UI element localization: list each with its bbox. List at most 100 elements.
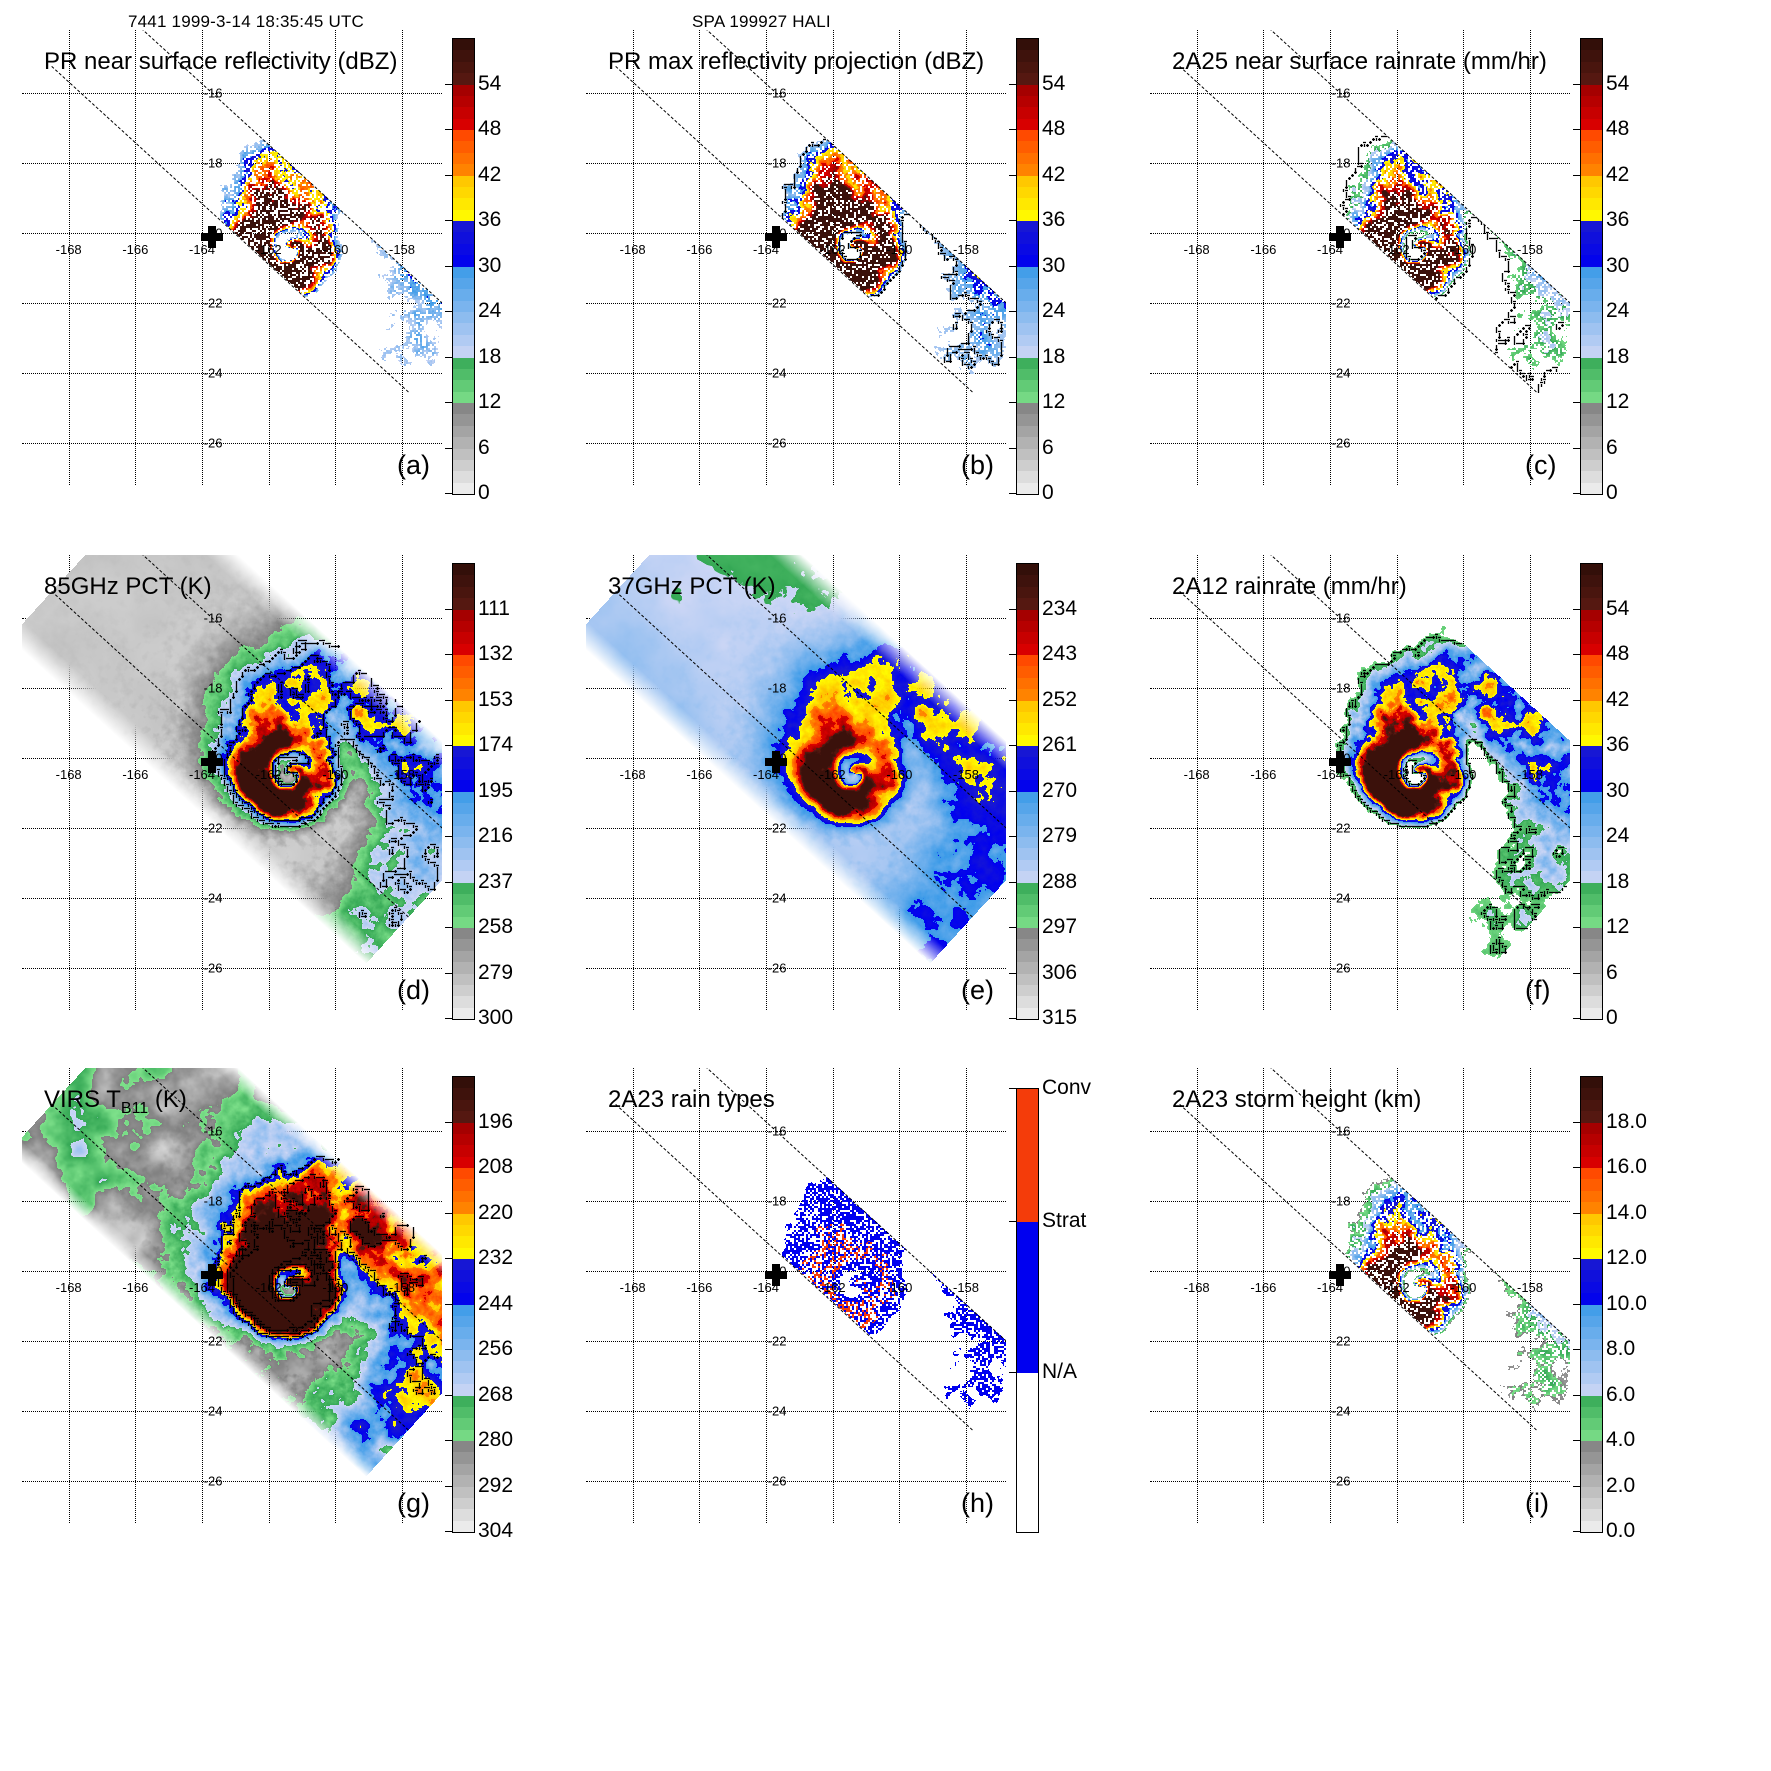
colorbar-segment [1581, 586, 1602, 599]
colorbar-label: 252 [1042, 687, 1078, 711]
tick-label-latitude: -16 [1331, 1123, 1351, 1139]
panel-tag: (f) [1525, 975, 1551, 1005]
tick-label-longitude: -162 [819, 766, 846, 782]
colorbar-segment [453, 620, 474, 633]
colorbar-label: 42 [1606, 162, 1630, 186]
plot-area: -168 -166 -164 -162 -160 -158 -16 -18 -20 -22 -24-… [22, 30, 442, 485]
colorbar-tick [1573, 265, 1580, 267]
colorbar-segment [453, 1350, 474, 1362]
tick-label-longitude: -160 [1450, 241, 1477, 257]
storm-center-marker [765, 225, 787, 248]
colorbar-segment [453, 403, 474, 415]
tick-label-longitude: -166 [122, 241, 149, 257]
colorbar-segment [1581, 1077, 1602, 1089]
colorbar-label: 174 [478, 733, 514, 756]
colorbar-segment [453, 1122, 474, 1134]
colorbar-segment [453, 243, 474, 256]
colorbar-tick [445, 972, 452, 974]
tick-label-latitude: -22 [203, 820, 223, 836]
colorbar-label: 111 [478, 596, 510, 620]
tick-label-longitude: -160 [322, 766, 349, 782]
colorbar-segment [453, 1406, 474, 1419]
plot-area: -168 -166 -164 -162 -160 -158 -16 -18 -20 -22 -24-… [586, 1068, 1006, 1523]
colorbar-label: 195 [478, 778, 514, 802]
colorbar-label: 12.0 [1606, 1246, 1647, 1269]
panel-tag: (e) [961, 975, 994, 1005]
colorbar-segment [1581, 368, 1602, 381]
colorbar-segment [1017, 802, 1038, 815]
colorbar-segment [1581, 1111, 1602, 1123]
colorbar-label: 48 [1042, 117, 1066, 140]
colorbar-label: 304 [478, 1519, 514, 1542]
colorbar-segment [453, 1213, 474, 1225]
colorbar-segment [1581, 391, 1602, 403]
colorbar-segment [1017, 939, 1038, 951]
tick-label-latitude: -24 [767, 365, 787, 381]
tick-label-latitude: -24 [767, 890, 787, 906]
colorbar-label: 234 [1042, 596, 1078, 620]
colorbar-segment [1017, 689, 1038, 701]
colorbar-tick [1573, 129, 1580, 130]
colorbar-segment [453, 893, 474, 906]
colorbar-segment [1581, 84, 1602, 96]
colorbar-segment [1581, 1270, 1602, 1282]
colorbar-segment [1581, 1497, 1602, 1510]
colorbar-segment [1017, 734, 1038, 746]
tick-label-longitude: -160 [322, 1279, 349, 1295]
colorbar-segment [453, 1361, 474, 1373]
colorbar-tick [1009, 972, 1016, 974]
colorbar-segment [453, 425, 474, 438]
tick-label-longitude: -166 [686, 241, 713, 257]
colorbar-segment [1017, 482, 1038, 494]
colorbar-segment [1017, 368, 1038, 381]
tick-label-longitude: -168 [1183, 1279, 1210, 1295]
colorbar-label: 48 [1606, 117, 1630, 140]
panel-b: -168 -166 -164 -162 -160 -158 -16 -18 -20 -22 -24-… [586, 30, 1098, 542]
colorbar-tick [445, 608, 452, 610]
colorbar-segment [453, 586, 474, 599]
colorbar-segment [453, 1497, 474, 1510]
tick-label-latitude: -18 [203, 680, 223, 696]
colorbar-label: 12 [1042, 390, 1066, 413]
colorbar-segment [1581, 1418, 1602, 1430]
colorbar-segment [1017, 414, 1038, 426]
colorbar-tick [445, 83, 452, 85]
colorbar-label: 18 [1606, 344, 1630, 368]
colorbar-segment [1017, 130, 1038, 142]
colorbar-segment [1581, 939, 1602, 951]
tick-label-longitude: -158 [1516, 241, 1544, 257]
tick-label-latitude: -26 [767, 435, 787, 451]
colorbar-label: 54 [1606, 596, 1630, 620]
colorbar-segment [1017, 118, 1038, 130]
colorbar-segment [453, 1281, 474, 1294]
colorbar-segment [453, 575, 474, 587]
colorbar-label: 8.0 [1606, 1337, 1636, 1360]
colorbar-segment [1581, 152, 1602, 165]
colorbar-segment [453, 323, 474, 335]
colorbar-segment [1017, 814, 1038, 826]
colorbar-segment [1581, 437, 1602, 449]
tick-label-latitude: -16 [767, 85, 787, 101]
colorbar-label: 12 [478, 390, 502, 413]
tick-label-longitude: -162 [1383, 766, 1410, 782]
tick-label-longitude: -160 [1450, 1279, 1477, 1295]
colorbar-segment [453, 164, 474, 176]
colorbar-segment [1017, 837, 1038, 849]
tick-label-longitude: -166 [1250, 1279, 1277, 1295]
colorbar-tick [1009, 220, 1016, 221]
colorbar-segment [1581, 380, 1602, 392]
colorbar-segment [1581, 1247, 1602, 1259]
colorbar-segment [1017, 95, 1038, 108]
colorbar-label: 48 [1606, 642, 1630, 665]
colorbar-label: 216 [478, 824, 514, 847]
colorbar-segment [453, 1475, 474, 1487]
colorbar-tick [1573, 1121, 1580, 1123]
colorbar-segment [1581, 141, 1602, 153]
colorbar-label: 0 [478, 481, 490, 504]
colorbar-segment [1017, 425, 1038, 438]
colorbar-label: 261 [1042, 733, 1078, 756]
colorbar-segment [1017, 711, 1038, 724]
tick-label-longitude: -158 [1516, 766, 1544, 782]
colorbar-label: 36 [478, 208, 502, 231]
